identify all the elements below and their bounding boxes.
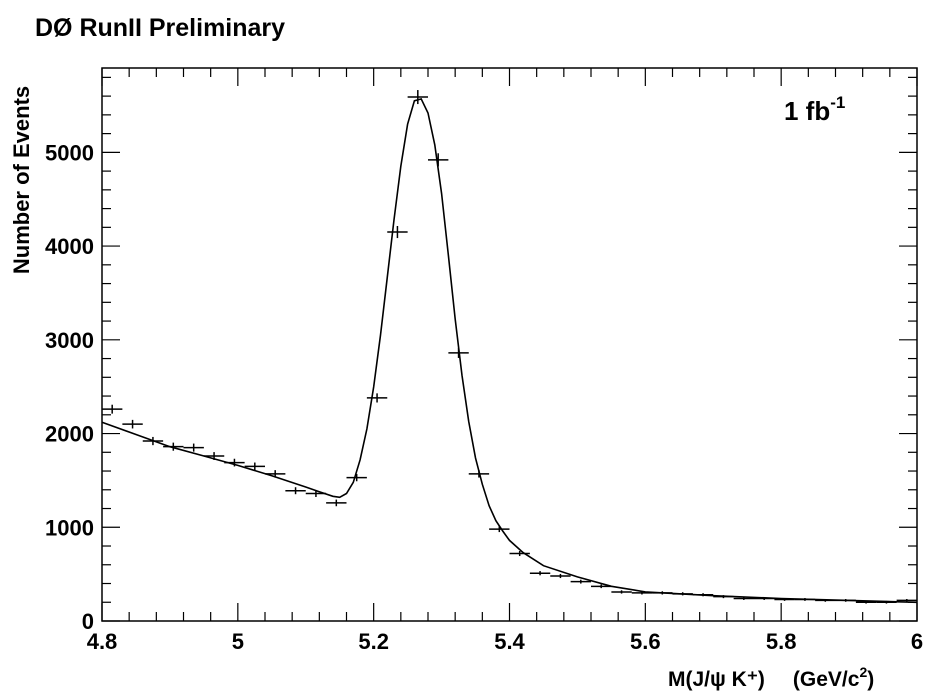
data-point (366, 393, 388, 403)
data-point (672, 592, 693, 596)
data-point (448, 347, 469, 358)
data-point (387, 225, 408, 239)
x-axis-label: M(J/ψ K⁺) (GeV/c2) (668, 664, 874, 691)
lumi-value: 1 fb (784, 96, 830, 126)
x-axis-label-unit-exp: 2 (859, 664, 867, 680)
x-tick-label: 5.4 (494, 629, 525, 654)
data-point (794, 598, 816, 601)
data-point (591, 584, 612, 589)
data-point (652, 591, 673, 595)
x-tick-label: 5.6 (630, 629, 661, 654)
data-point (489, 526, 510, 533)
data-point (407, 90, 428, 105)
data-point (509, 551, 530, 557)
y-tick-label: 2000 (45, 422, 94, 447)
lumi-annotation: 1 fb-1 (784, 93, 845, 126)
plot-frame (101, 67, 918, 622)
lumi-exponent: -1 (830, 93, 845, 112)
data-point (224, 458, 245, 467)
data-point (305, 490, 327, 497)
axis-ticks: 4.8 5 5.2 5.4 5.6 5.8 6 0 1000 2000 3000 4000 5000 (45, 68, 923, 654)
data-point (326, 499, 347, 507)
data-point (733, 597, 754, 600)
data-point (346, 473, 367, 482)
data-point (855, 600, 877, 604)
y-tick-label: 4000 (45, 234, 94, 259)
data-point (570, 579, 591, 584)
x-tick-label: 5.2 (358, 629, 389, 654)
x-axis-label-main: M(J/ψ K⁺) (668, 668, 765, 691)
data-point (611, 590, 632, 594)
y-tick-label: 1000 (45, 515, 94, 540)
data-point (163, 442, 184, 451)
x-tick-label: 5 (232, 629, 244, 654)
fit-curve (101, 97, 918, 604)
data-point (122, 419, 143, 429)
x-tick-label: 6 (911, 629, 923, 654)
x-axis-label-unit-close: ) (867, 668, 874, 691)
data-point (815, 598, 836, 602)
plot-area (101, 90, 918, 604)
data-point (183, 443, 204, 452)
experiment-label: DØ RunII Preliminary (35, 14, 285, 42)
data-point (876, 600, 897, 604)
data-point (203, 452, 225, 460)
data-point (692, 593, 714, 597)
data-point (550, 573, 571, 579)
y-tick-label: 3000 (45, 328, 94, 353)
y-axis-label: Number of Events (9, 86, 34, 274)
x-tick-label: 4.8 (87, 629, 118, 654)
data-point (468, 470, 490, 478)
data-point (529, 571, 551, 576)
data-point (285, 487, 306, 495)
data-point (713, 595, 734, 599)
y-tick-label: 5000 (45, 140, 94, 165)
data-point (265, 470, 286, 478)
data-point (896, 598, 917, 602)
data-point (428, 153, 449, 167)
y-tick-label: 0 (82, 609, 94, 634)
x-tick-label: 5.8 (766, 629, 797, 654)
data-point (774, 598, 795, 601)
data-point (142, 436, 164, 446)
data-point (835, 598, 856, 602)
data-point (102, 404, 123, 414)
data-point (754, 597, 775, 600)
x-axis-label-unit: (GeV/c (793, 668, 860, 691)
data-point (244, 462, 265, 471)
data-point (631, 591, 653, 595)
